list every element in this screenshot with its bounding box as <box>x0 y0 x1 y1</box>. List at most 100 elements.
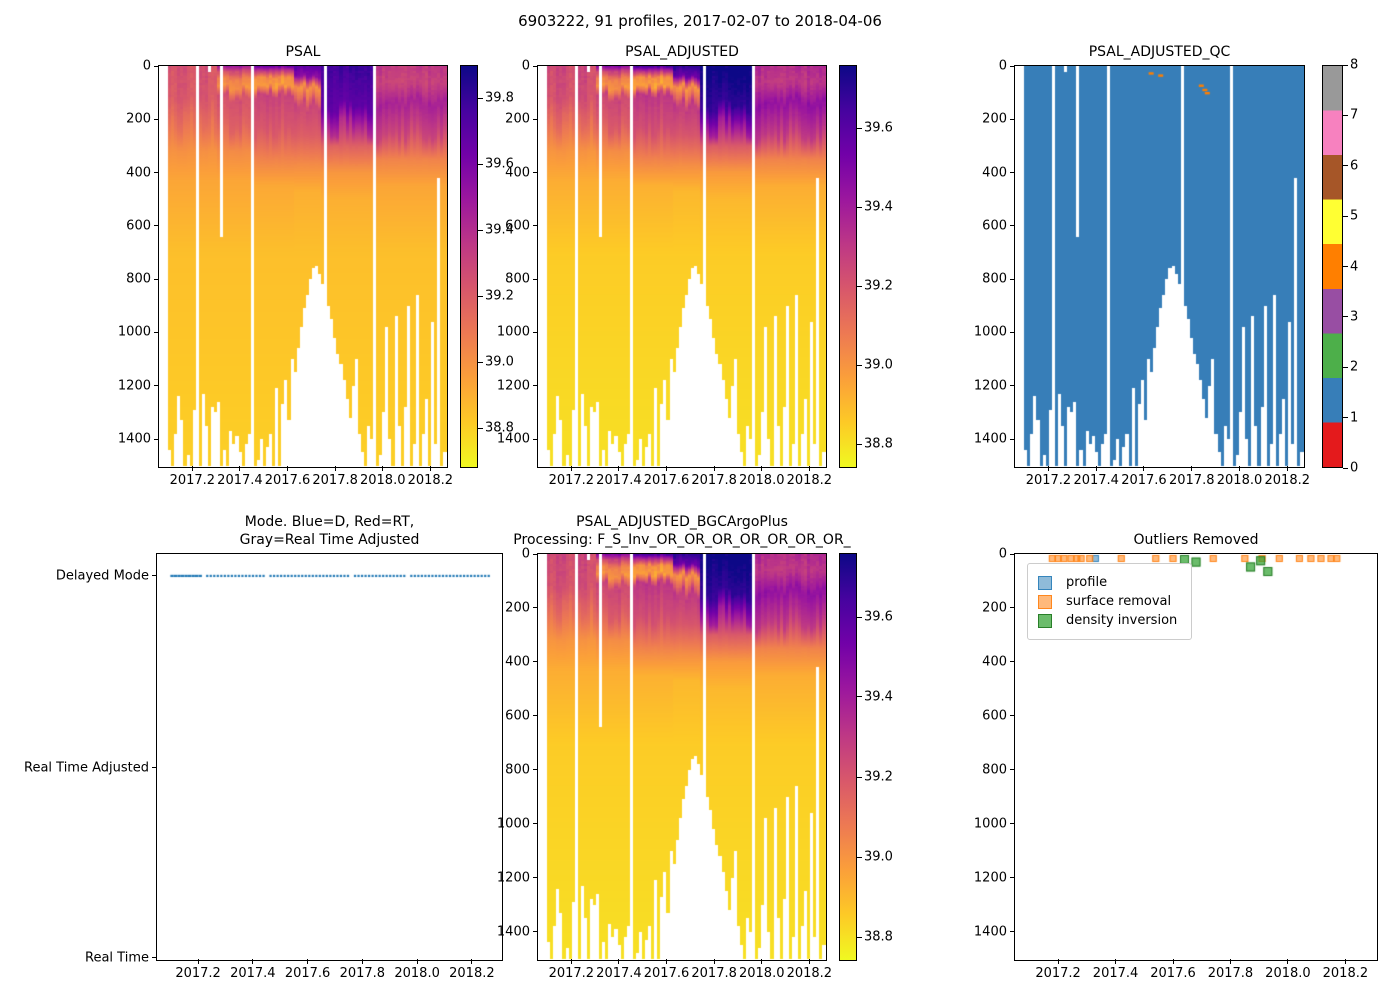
legend-swatch <box>1038 594 1052 609</box>
y-tick-label: 400 <box>126 165 151 181</box>
x-tick-label: 2017.4 <box>1092 966 1139 981</box>
colorbar-tick-label: 5 <box>1350 208 1359 224</box>
x-tick-mark <box>761 959 763 964</box>
y-tick-mark <box>1010 715 1015 717</box>
x-tick-mark <box>429 466 431 471</box>
x-tick-label: 2017.4 <box>596 966 642 981</box>
y-tick-label: 800 <box>126 271 151 287</box>
y-tick-mark <box>1010 65 1015 67</box>
x-tick-label: 2017.4 <box>217 473 263 488</box>
y-tick-label: 800 <box>505 271 530 287</box>
colorbar-tick-label: 39.6 <box>864 120 893 136</box>
y-tick-label: 600 <box>982 708 1007 724</box>
x-tick-label: 2018.0 <box>394 966 440 981</box>
x-tick-label: 2017.4 <box>230 966 276 981</box>
x-tick-label: 2017.8 <box>1168 473 1215 488</box>
psal-adjusted-bgc-title: PSAL_ADJUSTED_BGCArgoPlus Processing: F_… <box>513 513 851 548</box>
x-tick-label: 2017.8 <box>691 966 737 981</box>
colorbar-tick-mark <box>478 295 483 297</box>
colorbar-tick-label: 39.6 <box>485 156 514 172</box>
colorbar-tick-mark <box>1343 64 1348 66</box>
x-tick-label: 2017.6 <box>1150 966 1196 981</box>
y-tick-label: 800 <box>982 271 1007 287</box>
x-tick-label: 2017.2 <box>1035 966 1081 981</box>
mode-title: Mode. Blue=D, Red=RT, Gray=Real Time Adj… <box>239 513 420 548</box>
x-tick-mark <box>1095 466 1097 471</box>
y-tick-label: 0 <box>142 58 151 74</box>
colorbar-tick-mark <box>1343 316 1348 318</box>
colorbar-tick-mark <box>478 97 483 99</box>
legend-label: surface removal <box>1066 594 1172 609</box>
x-tick-label: 2017.4 <box>1073 473 1119 488</box>
x-tick-label: 2017.8 <box>312 473 358 488</box>
y-tick-label: 1200 <box>117 378 151 394</box>
y-tick-label: 1400 <box>496 431 530 447</box>
colorbar-tick-label: 0 <box>1350 460 1359 476</box>
x-tick-mark <box>666 959 668 964</box>
x-tick-label: 2018.0 <box>1265 966 1311 981</box>
y-tick-mark <box>154 172 159 174</box>
x-tick-mark <box>713 959 715 964</box>
y-tick-mark <box>533 769 538 771</box>
y-tick-mark <box>1010 385 1015 387</box>
legend-label: profile <box>1066 575 1108 590</box>
x-tick-label: 2017.8 <box>339 966 386 981</box>
y-tick-mark <box>1010 769 1015 771</box>
y-tick-label: 800 <box>505 762 530 778</box>
x-tick-mark <box>666 466 668 471</box>
x-tick-mark <box>1344 959 1346 964</box>
x-tick-label: 2017.4 <box>596 473 642 488</box>
colorbar-tick-label: 39.2 <box>864 278 893 294</box>
x-tick-mark <box>808 959 810 964</box>
psal-adjusted-axes: PSAL_ADJUSTED 2017.2 2017.4 2017.6 2017.8 20… <box>497 44 832 488</box>
x-tick-mark <box>197 959 199 964</box>
x-tick-label: 2018.2 <box>786 966 833 981</box>
x-tick-label: 2017.2 <box>548 966 595 981</box>
x-tick-mark <box>1172 959 1174 964</box>
y-tick-label: 1200 <box>973 870 1007 886</box>
colorbar-tick-label: 39.8 <box>485 90 514 106</box>
x-tick-mark <box>618 466 620 471</box>
y-tick-mark <box>154 385 159 387</box>
y-tick-mark <box>1010 438 1015 440</box>
mode-scatter-canvas <box>157 554 502 960</box>
colorbar-tick-mark <box>857 285 862 287</box>
colorbar-tick-mark <box>857 127 862 129</box>
x-tick-mark <box>1287 959 1289 964</box>
x-tick-label: 2018.2 <box>1322 966 1369 981</box>
y-tick-label: 1000 <box>117 324 151 340</box>
y-tick-label: 200 <box>982 600 1007 616</box>
x-tick-label: 2018.2 <box>786 473 833 488</box>
x-tick-mark <box>713 466 715 471</box>
psal-axes: PSAL 2017.2 2017.4 2017.6 2017.8 2018.0 2018.… <box>118 44 453 488</box>
y-tick-label: 0 <box>998 546 1007 562</box>
x-tick-label: 2018.0 <box>738 473 785 488</box>
x-tick-label: 2018.0 <box>738 966 785 981</box>
psal-adjusted-qc-canvas <box>1015 66 1304 467</box>
y-tick-label: 600 <box>126 218 151 234</box>
colorbar-tick-label: 39.0 <box>864 849 893 865</box>
y-tick-mark <box>533 877 538 879</box>
y-tick-label: 1200 <box>496 870 530 886</box>
y-category-label: Real Time <box>85 950 149 966</box>
x-tick-label: 2018.2 <box>407 473 454 488</box>
psal-adjusted-bgc-canvas <box>538 554 826 960</box>
legend-item: profile <box>1038 575 1177 590</box>
colorbar-tick-label: 6 <box>1350 158 1359 174</box>
outliers-title: Outliers Removed <box>1133 531 1259 548</box>
x-tick-label: 2017.6 <box>1121 473 1167 488</box>
x-tick-label: 2017.8 <box>691 473 737 488</box>
y-tick-label: 0 <box>521 546 530 562</box>
x-tick-mark <box>1229 959 1231 964</box>
colorbar-tick-label: 38.8 <box>864 436 893 452</box>
qc-colorbar: 0 1 2 3 4 5 6 7 8 <box>1322 58 1358 476</box>
colorbar-tick-label: 3 <box>1350 309 1359 325</box>
y-tick-label: 400 <box>505 654 530 670</box>
x-tick-mark <box>239 466 241 471</box>
x-tick-mark <box>382 466 384 471</box>
psal-adjusted-qc-title: PSAL_ADJUSTED_QC <box>1088 43 1231 60</box>
y-tick-mark <box>1010 931 1015 933</box>
y-tick-label: 600 <box>505 708 530 724</box>
y-tick-label: 0 <box>521 58 530 74</box>
